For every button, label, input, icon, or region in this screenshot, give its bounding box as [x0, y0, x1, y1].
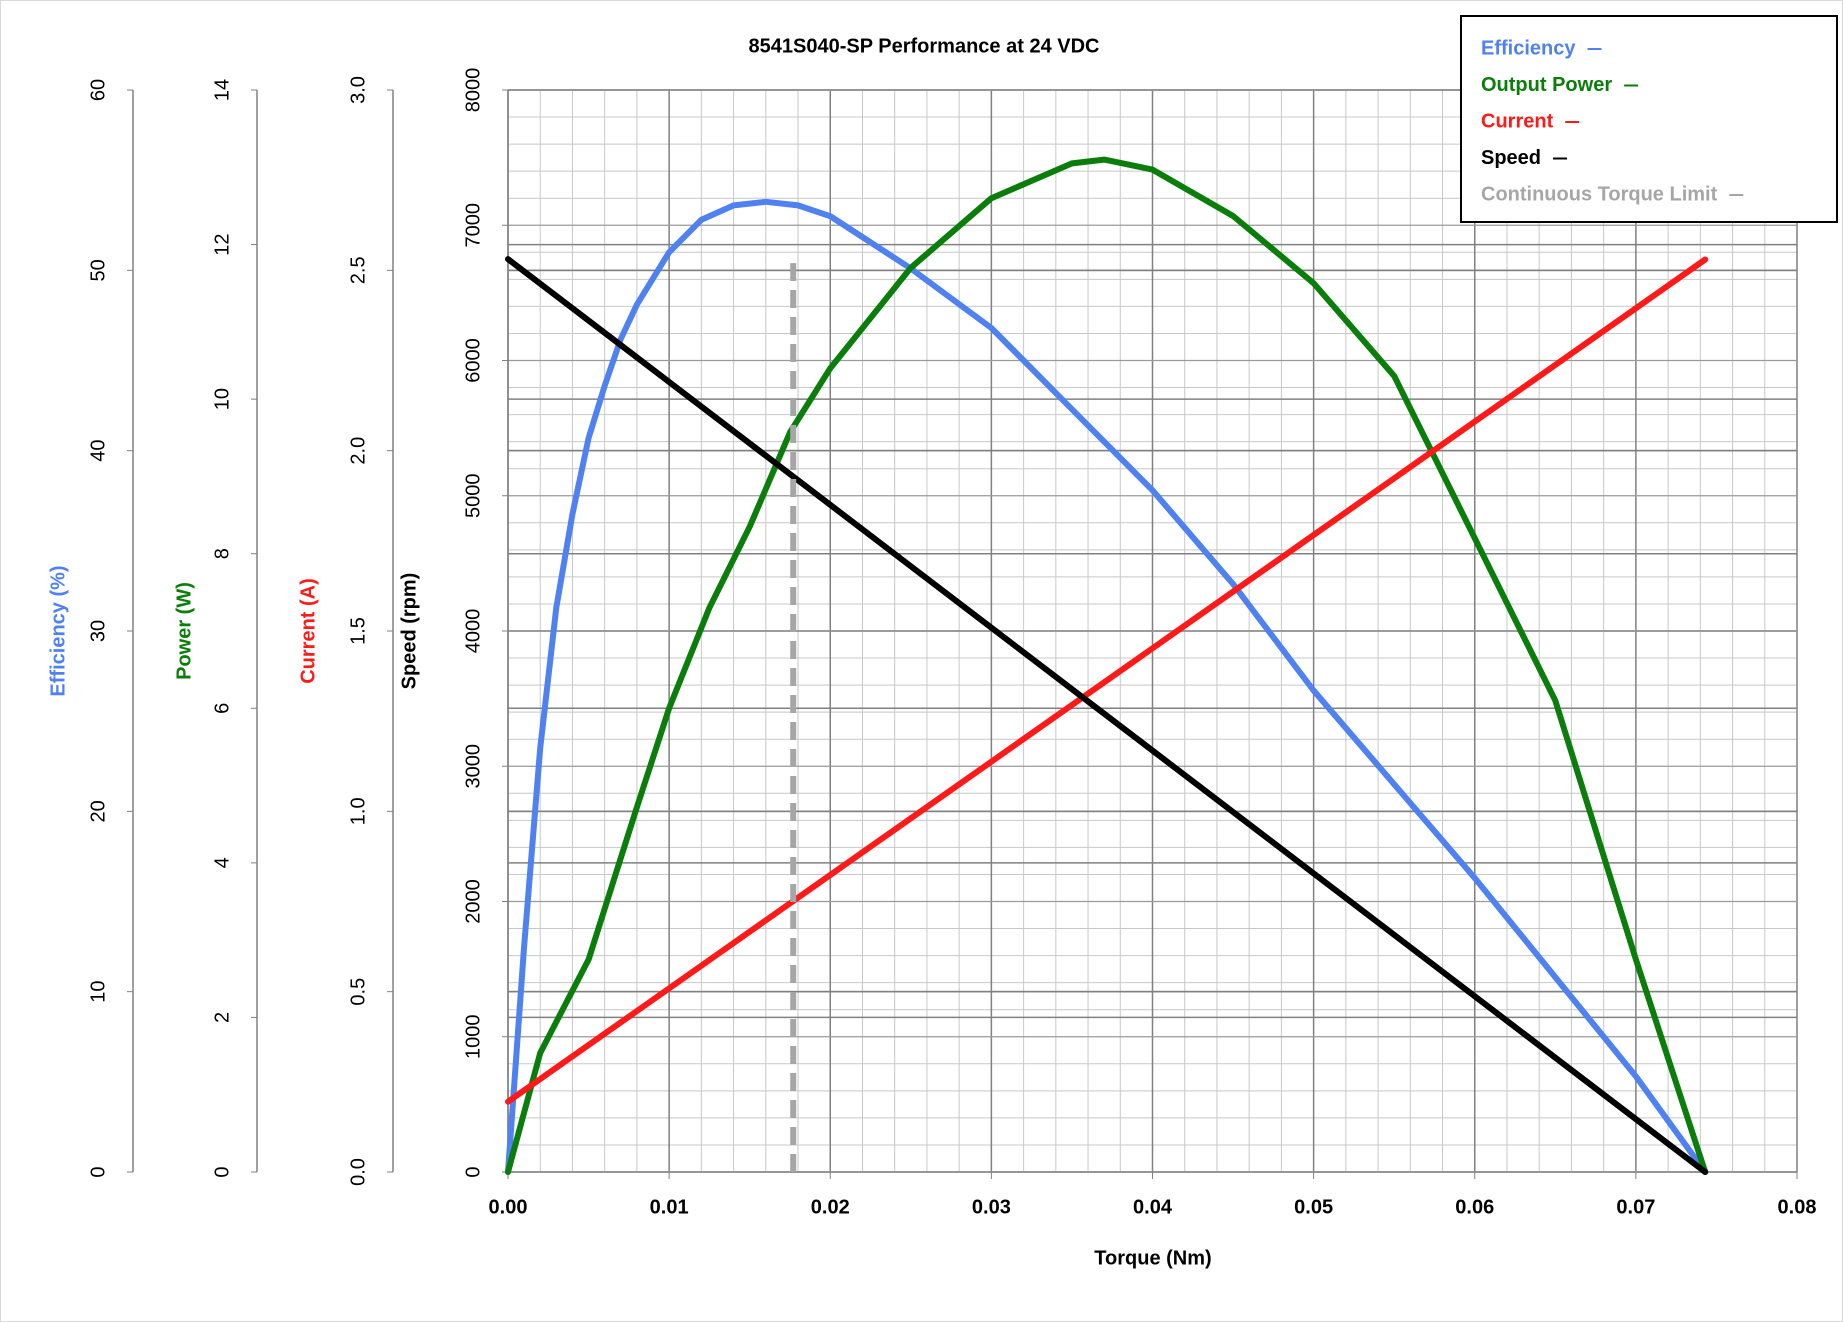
y-tick-label: 0	[462, 1166, 484, 1177]
y-tick-label: 6000	[462, 338, 484, 383]
y-tick-label: 4	[211, 857, 233, 868]
y-tick-label: 2.5	[347, 256, 369, 284]
y-axis-label: Efficiency (%)	[47, 565, 69, 696]
y-tick-label: 0	[87, 1166, 109, 1177]
y-tick-label: 14	[211, 79, 233, 101]
y-tick-label: 8	[211, 548, 233, 559]
x-tick-label: 0.00	[489, 1196, 528, 1218]
legend-label: Output Power	[1481, 74, 1612, 96]
plot-area	[505, 156, 1709, 1175]
y-tick-label: 0.5	[347, 978, 369, 1006]
y-tick-label: 50	[87, 259, 109, 281]
y-tick-label: 6	[211, 703, 233, 714]
x-tick-label: 0.04	[1133, 1196, 1173, 1218]
y-tick-label: 1.0	[347, 797, 369, 825]
y-tick-label: 10	[87, 981, 109, 1003]
y-tick-label: 3.0	[347, 76, 369, 104]
x-tick-label: 0.02	[811, 1196, 850, 1218]
x-tick-label: 0.05	[1294, 1196, 1333, 1218]
x-tick-label: 0.03	[972, 1196, 1011, 1218]
axes: 0.00 0.01 0.02 0.03 0.04 0.05 0.06 0.07 0.080102…	[47, 68, 1816, 1219]
y-tick-label: 0	[211, 1166, 233, 1177]
y-tick-label: 8000	[462, 68, 484, 113]
legend-label: Speed	[1481, 147, 1541, 169]
y-tick-label: 12	[211, 233, 233, 255]
y-tick-label: 1.5	[347, 617, 369, 645]
legend-box	[1460, 15, 1838, 223]
chart-title: 8541S040-SP Performance at 24 VDC	[749, 35, 1100, 57]
y-axis-label: Speed (rpm)	[398, 573, 420, 690]
grid	[507, 89, 1798, 1173]
y-tick-label: 10	[211, 388, 233, 410]
x-tick-label: 0.07	[1616, 1196, 1655, 1218]
y-tick-label: 3000	[462, 744, 484, 789]
y-tick-label: 2.0	[347, 437, 369, 465]
y-tick-label: 2000	[462, 879, 484, 924]
y-tick-label: 7000	[462, 203, 484, 248]
y-tick-label: 2	[211, 1012, 233, 1023]
series-line	[505, 256, 1709, 1175]
series-line	[505, 256, 1709, 1105]
y-axis-label: Current (A)	[297, 578, 319, 684]
y-axis-label: Power (W)	[173, 582, 195, 680]
legend-label: Continuous Torque Limit	[1481, 183, 1718, 205]
y-tick-label: 60	[87, 79, 109, 101]
series-line	[505, 156, 1709, 1175]
y-tick-label: 5000	[462, 474, 484, 519]
x-tick-label: 0.06	[1455, 1196, 1494, 1218]
y-tick-label: 30	[87, 620, 109, 642]
y-tick-label: 20	[87, 800, 109, 822]
legend-label: Efficiency	[1481, 37, 1576, 59]
legend: Efficiency Output Power Current Speed Contin…	[1460, 15, 1838, 223]
series-line	[505, 198, 1709, 1175]
x-tick-label: 0.08	[1778, 1196, 1817, 1218]
x-tick-label: 0.01	[650, 1196, 689, 1218]
y-tick-label: 40	[87, 440, 109, 462]
legend-label: Current	[1481, 110, 1554, 132]
x-axis-label: Torque (Nm)	[1094, 1247, 1211, 1269]
y-tick-label: 1000	[462, 1015, 484, 1060]
y-tick-label: 4000	[462, 609, 484, 654]
y-tick-label: 0.0	[347, 1158, 369, 1186]
